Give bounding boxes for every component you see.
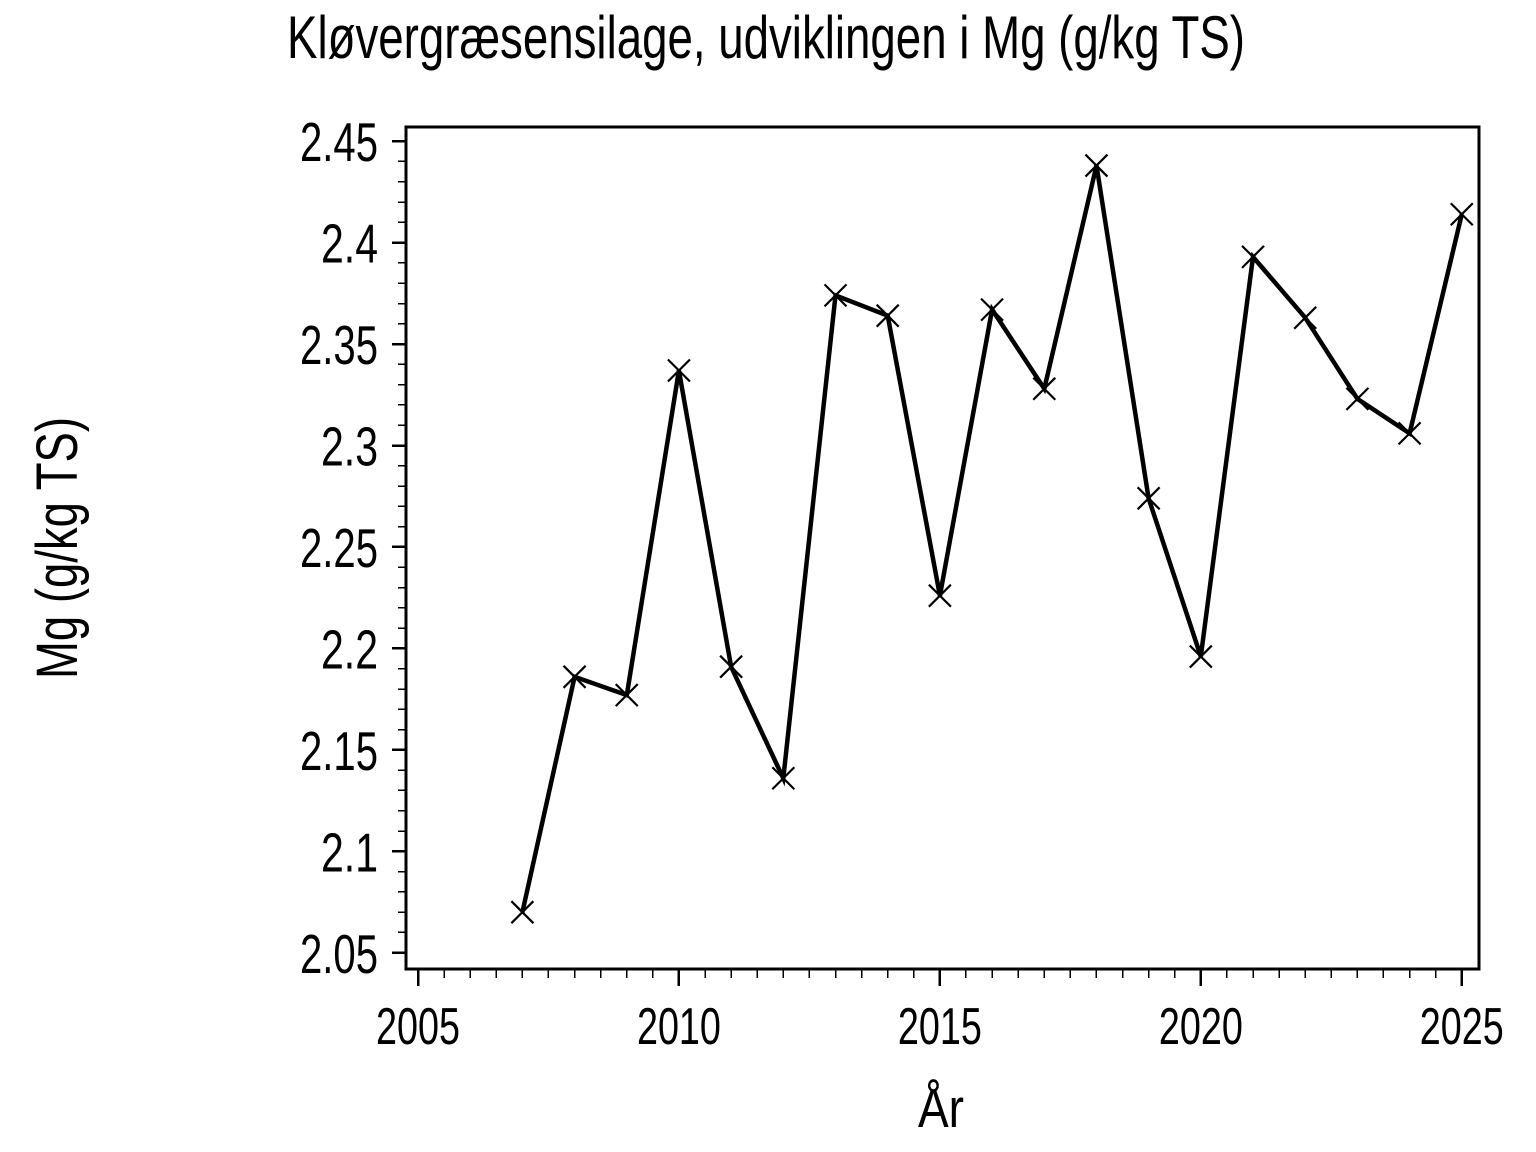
x-tick-label: 2010 [637, 998, 721, 1056]
data-point-marker [1136, 486, 1161, 511]
data-series-polyline [520, 164, 1464, 913]
data-point-marker [823, 283, 848, 308]
y-tick-label: 2.4 [321, 213, 378, 275]
y-axis-ticks [392, 139, 406, 955]
y-axis-title: Mg (g/kg TS) [25, 417, 90, 679]
y-tick-label: 2.35 [300, 314, 378, 376]
x-tick-label: 2015 [898, 998, 982, 1056]
y-tick-label: 2.3 [321, 416, 378, 478]
data-point-marker [1293, 305, 1317, 330]
data-point-marker [1345, 387, 1370, 411]
data-point-marker [875, 303, 900, 328]
y-tick-label: 2.1 [321, 821, 378, 883]
data-point-marker [1032, 376, 1057, 401]
data-point-marker [771, 766, 796, 791]
y-tick-label: 2.2 [321, 618, 378, 680]
x-tick-labels: 2005 2010 2015 2020 2025 [376, 998, 1504, 1056]
data-point-marker [980, 297, 1004, 322]
x-axis-title: År [918, 1077, 964, 1139]
y-tick-labels: 2.45 2.4 2.35 2.3 2.25 2.2 2.15 2.1 2.05 [300, 111, 378, 985]
chart-title: Kløvergræsensilage, udviklingen i Mg (g/… [287, 4, 1245, 71]
x-tick-label: 2025 [1420, 998, 1504, 1056]
data-point-marker [562, 665, 587, 689]
data-point-marker [1241, 245, 1265, 269]
data-point-marker [719, 654, 743, 679]
plot-frame [404, 125, 1481, 971]
y-tick-label: 2.15 [300, 720, 378, 782]
x-tick-label: 2020 [1159, 998, 1243, 1056]
data-point-marker [667, 358, 691, 383]
data-point-markers [510, 153, 1474, 924]
x-tick-label: 2005 [376, 998, 460, 1056]
data-point-marker [928, 583, 952, 608]
y-tick-label: 2.45 [300, 111, 378, 173]
data-point-marker [1397, 421, 1422, 446]
y-tick-label: 2.25 [300, 517, 378, 579]
x-axis-ticks [416, 969, 1464, 986]
data-point-marker [1084, 153, 1109, 178]
data-point-marker [1449, 202, 1474, 227]
data-point-marker [614, 683, 639, 707]
data-point-marker [1189, 644, 1213, 669]
data-point-marker [510, 900, 535, 924]
y-tick-label: 2.05 [300, 923, 378, 985]
data-series-line [520, 164, 1464, 913]
